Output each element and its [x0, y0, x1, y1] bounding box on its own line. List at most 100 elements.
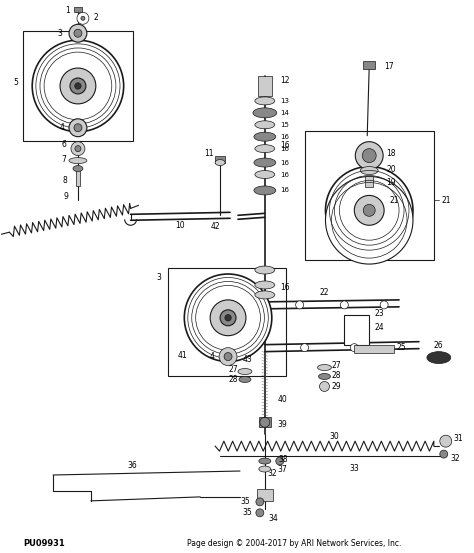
Text: 11: 11 [204, 149, 214, 158]
Bar [76, 169, 80, 186]
Text: 35: 35 [240, 497, 250, 507]
Circle shape [81, 17, 85, 20]
Circle shape [354, 195, 384, 225]
Circle shape [356, 142, 383, 170]
Bar [168, 268, 286, 375]
Ellipse shape [255, 121, 275, 129]
Bar [305, 131, 434, 260]
Bar [345, 315, 369, 345]
Ellipse shape [253, 108, 277, 118]
Circle shape [319, 382, 329, 392]
Circle shape [69, 24, 87, 42]
Text: 23: 23 [374, 309, 384, 319]
Text: 7: 7 [62, 155, 66, 164]
Text: 13: 13 [280, 98, 289, 104]
Bar [23, 31, 133, 140]
Text: 41: 41 [177, 351, 187, 360]
Circle shape [71, 142, 85, 155]
Text: 42: 42 [210, 222, 220, 231]
Text: 16: 16 [280, 141, 290, 150]
Text: 43: 43 [243, 355, 253, 364]
Text: 18: 18 [386, 149, 396, 158]
Text: 29: 29 [332, 382, 341, 391]
Text: 12: 12 [280, 76, 290, 86]
Text: 14: 14 [280, 110, 289, 116]
Circle shape [32, 40, 124, 132]
Text: 4: 4 [210, 352, 215, 361]
Bar [363, 61, 375, 69]
Bar [215, 155, 225, 163]
Text: 16: 16 [280, 284, 290, 293]
Circle shape [440, 435, 452, 447]
Ellipse shape [427, 352, 451, 363]
Text: 35: 35 [242, 508, 252, 517]
Text: 16: 16 [280, 187, 289, 194]
Ellipse shape [239, 377, 251, 383]
Text: 16: 16 [280, 171, 289, 178]
Text: 17: 17 [384, 61, 394, 71]
Text: 40: 40 [278, 395, 288, 404]
Text: 4: 4 [60, 123, 64, 132]
Text: 28: 28 [228, 375, 238, 384]
Circle shape [256, 498, 264, 506]
Text: 31: 31 [454, 434, 464, 443]
Text: 28: 28 [332, 371, 341, 380]
Text: 2: 2 [93, 13, 98, 22]
Circle shape [326, 166, 413, 254]
Circle shape [74, 29, 82, 37]
Circle shape [210, 300, 246, 336]
Circle shape [219, 348, 237, 366]
Text: 25: 25 [396, 343, 406, 352]
Ellipse shape [255, 145, 275, 153]
Text: 26: 26 [434, 341, 444, 350]
Ellipse shape [319, 373, 330, 379]
Text: 21: 21 [441, 196, 450, 205]
Circle shape [74, 124, 82, 132]
Circle shape [220, 310, 236, 326]
Circle shape [77, 12, 89, 24]
Circle shape [362, 149, 376, 163]
Text: 21: 21 [389, 196, 399, 205]
Ellipse shape [255, 170, 275, 179]
Bar [365, 175, 373, 187]
Circle shape [301, 343, 309, 352]
Circle shape [276, 457, 284, 465]
Circle shape [75, 145, 81, 152]
Text: 27: 27 [228, 365, 238, 374]
Circle shape [326, 176, 413, 264]
Circle shape [69, 119, 87, 137]
Text: 37: 37 [278, 465, 288, 473]
Text: 20: 20 [386, 165, 396, 174]
Bar [354, 345, 394, 353]
Text: 30: 30 [329, 432, 339, 441]
Text: 34: 34 [268, 514, 278, 523]
Ellipse shape [255, 291, 275, 299]
Text: 32: 32 [451, 453, 461, 462]
Circle shape [224, 353, 232, 361]
Text: 19: 19 [386, 178, 396, 187]
Ellipse shape [254, 186, 276, 195]
Ellipse shape [73, 165, 83, 171]
Ellipse shape [318, 364, 331, 371]
Circle shape [350, 343, 358, 352]
Ellipse shape [360, 166, 378, 175]
Bar [258, 76, 272, 96]
Ellipse shape [259, 466, 271, 472]
Text: 8: 8 [63, 176, 67, 185]
Text: 16: 16 [280, 160, 289, 165]
Bar [257, 489, 273, 501]
Text: 3: 3 [58, 29, 63, 38]
Ellipse shape [254, 158, 276, 167]
Ellipse shape [255, 97, 275, 105]
Ellipse shape [238, 368, 252, 374]
Text: 36: 36 [128, 461, 137, 469]
Circle shape [70, 78, 86, 94]
Circle shape [184, 274, 272, 362]
Circle shape [363, 205, 375, 216]
Text: Page design © 2004-2017 by ARI Network Services, Inc.: Page design © 2004-2017 by ARI Network S… [188, 539, 402, 548]
Text: 15: 15 [280, 122, 289, 128]
Text: 1: 1 [65, 6, 70, 15]
Bar [74, 7, 82, 12]
Ellipse shape [259, 458, 271, 464]
Text: 39: 39 [278, 420, 288, 429]
